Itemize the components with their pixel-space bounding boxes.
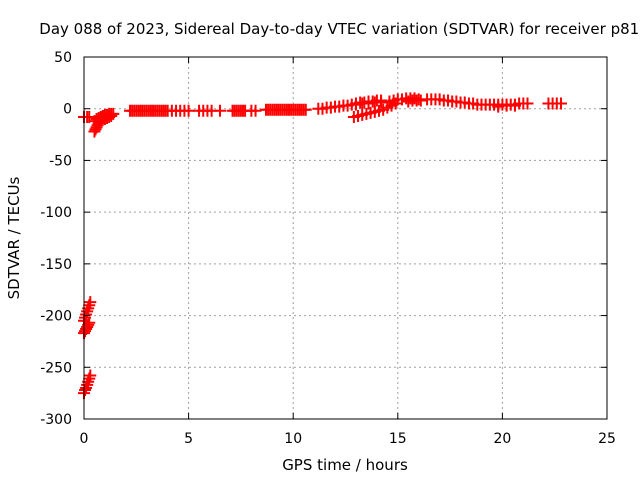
axis-ticks: 0 5 10 15 20 25 -300 -250 -200 -150 -100 -50 0 50 (40, 50, 616, 447)
data-point (84, 296, 97, 309)
y-tick-label: -250 (40, 360, 72, 376)
grid-lines (84, 57, 607, 419)
data-point (508, 99, 521, 112)
data-point (103, 110, 116, 123)
x-tick-label: 0 (80, 431, 89, 447)
data-point (299, 103, 312, 116)
data-point (84, 369, 97, 382)
data-point (492, 100, 505, 113)
x-tick-label: 20 (493, 431, 511, 447)
y-axis-label: SDTVAR / TECUs (5, 176, 23, 299)
data-point (362, 97, 375, 110)
x-tick-label: 15 (389, 431, 407, 447)
y-tick-label: 50 (54, 50, 72, 66)
data-point (375, 96, 388, 109)
data-point (414, 94, 427, 107)
data-point (182, 104, 195, 117)
x-tick-label: 10 (284, 431, 302, 447)
y-tick-label: -50 (49, 153, 72, 169)
y-tick-label: -150 (40, 257, 72, 273)
x-tick-label: 5 (184, 431, 193, 447)
y-tick-label: -200 (40, 309, 72, 325)
x-tick-label: 25 (598, 431, 616, 447)
x-axis-label: GPS time / hours (282, 456, 408, 474)
data-point (249, 104, 262, 117)
y-tick-label: 0 (63, 102, 72, 118)
chart-title: Day 088 of 2023, Sidereal Day-to-day VTE… (39, 20, 640, 38)
data-point (521, 97, 534, 110)
data-point (349, 98, 362, 111)
data-point (105, 109, 118, 122)
data-point (79, 384, 92, 397)
y-tick-label: -300 (40, 412, 72, 428)
data-points (78, 92, 567, 400)
data-point (554, 97, 567, 110)
plot-frame (83, 56, 608, 420)
data-point (213, 104, 226, 117)
y-tick-label: -100 (40, 205, 72, 221)
